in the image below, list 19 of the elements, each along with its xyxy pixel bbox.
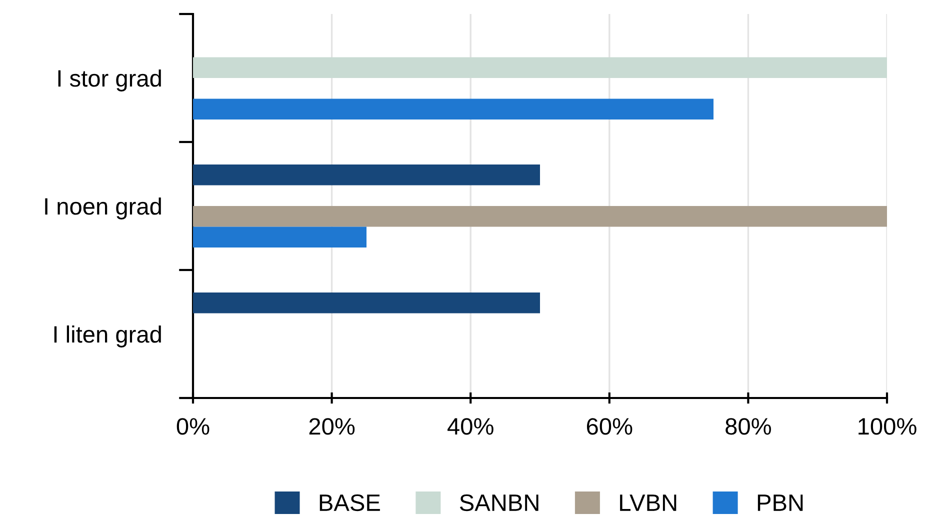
- x-tick-label: 60%: [586, 418, 632, 435]
- x-tick-label: 80%: [726, 418, 771, 435]
- x-tick-label: 40%: [448, 418, 494, 435]
- bar: [193, 206, 887, 227]
- bar: [193, 98, 714, 120]
- bar: [193, 164, 540, 186]
- x-tick-label: 20%: [309, 418, 355, 435]
- bar: [193, 292, 540, 314]
- bar: [193, 57, 887, 78]
- y-tick-label: I liten grad: [54, 325, 161, 348]
- x-tick-label: 100%: [858, 418, 916, 435]
- bar: [193, 226, 366, 248]
- y-tick-label: I noen grad: [45, 197, 161, 220]
- legend-label: PBN: [758, 494, 803, 511]
- y-tick-label: I stor grad: [58, 69, 161, 92]
- legend-label: LVBN: [620, 494, 676, 511]
- x-tick-label: 0%: [176, 418, 210, 435]
- legend-label: BASE: [320, 494, 380, 512]
- legend-label: SANBN: [460, 494, 538, 512]
